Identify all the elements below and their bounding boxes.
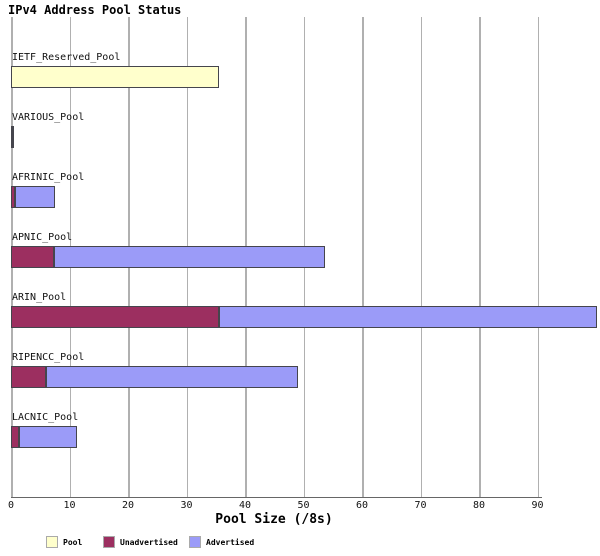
x-tick-label: 90 <box>531 500 544 511</box>
unadvertised-swatch <box>103 536 115 548</box>
legend-label-advertised: Advertised <box>206 537 255 547</box>
bar-segment-advertised <box>219 306 598 328</box>
pool-label: ARIN_Pool <box>12 292 67 303</box>
bar-segment-unadvertised <box>11 186 15 208</box>
bar-segment-unadvertised <box>11 246 55 268</box>
x-tick-label: 60 <box>355 500 369 511</box>
x-tick-label: 40 <box>238 500 252 511</box>
legend-item-unadvertised: Unadvertised <box>103 536 178 548</box>
bar-segment-unadvertised <box>11 366 46 388</box>
gridline <box>479 17 481 498</box>
legend-item-pool: Pool <box>46 536 82 548</box>
pool-swatch <box>46 536 58 548</box>
legend-item-advertised: Advertised <box>189 536 254 548</box>
x-tick-label: 80 <box>472 500 486 511</box>
x-tick-label: 70 <box>414 500 427 511</box>
bar-segment-unadvertised <box>11 426 19 448</box>
legend-label-pool: Pool <box>63 537 83 547</box>
chart-title: IPv4 Address Pool Status <box>8 3 182 17</box>
bar-segment-advertised <box>18 426 78 448</box>
legend: Pool Unadvertised Advertised <box>0 536 600 552</box>
x-tick-label: 20 <box>121 500 135 511</box>
pool-label: APNIC_Pool <box>12 232 73 243</box>
legend-label-unadvertised: Unadvertised <box>120 537 178 547</box>
advertised-swatch <box>189 536 201 548</box>
bar-segment-advertised <box>45 366 299 388</box>
pool-label: AFRINIC_Pool <box>12 172 85 183</box>
bar-segment-pool <box>11 66 219 88</box>
x-tick-label: 50 <box>297 500 310 511</box>
bar-segment-advertised <box>54 246 325 268</box>
pool-label: VARIOUS_Pool <box>12 112 85 123</box>
x-tick-label: 0 <box>7 500 15 511</box>
x-tick-label: 10 <box>63 500 76 511</box>
x-tick-label: 30 <box>180 500 193 511</box>
bar-segment-unadvertised <box>11 306 220 328</box>
gridline <box>420 17 422 498</box>
pool-label: IETF_Reserved_Pool <box>12 52 121 63</box>
gridline <box>362 17 364 498</box>
x-axis-line <box>11 497 542 498</box>
gridline <box>537 17 539 498</box>
x-axis-title: Pool Size (/8s) <box>215 512 333 527</box>
bar-segment-advertised <box>14 186 55 208</box>
pool-label: LACNIC_Pool <box>12 412 79 423</box>
pool-label: RIPENCC_Pool <box>12 352 85 363</box>
bar-segment-advertised <box>12 126 15 148</box>
